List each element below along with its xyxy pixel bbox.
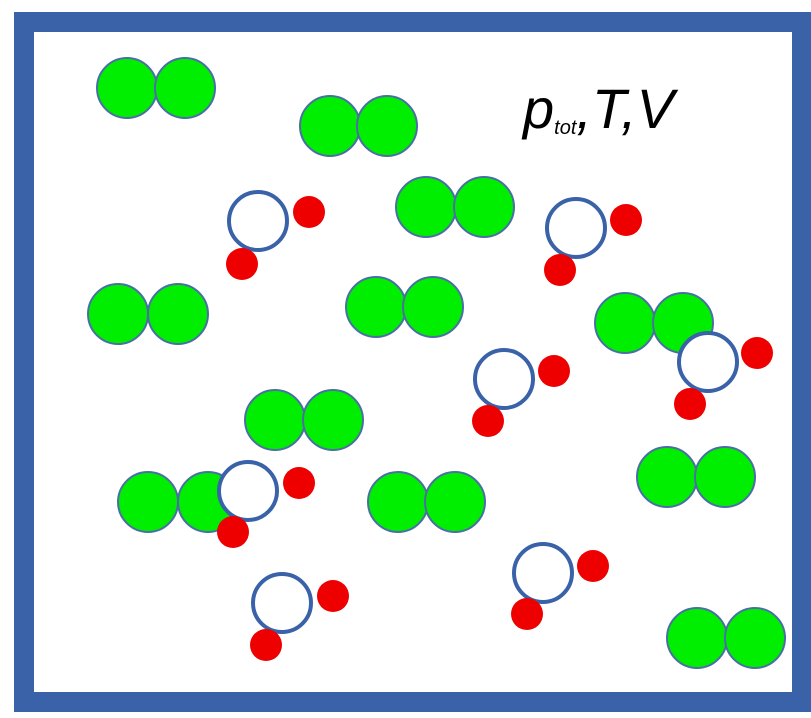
white-atom xyxy=(512,542,574,604)
molecules-layer xyxy=(87,57,786,669)
green-atom xyxy=(96,57,158,119)
red-atom xyxy=(741,337,773,369)
red-atom xyxy=(250,629,282,661)
red-atom xyxy=(674,388,706,420)
white-atom xyxy=(251,572,313,634)
diatomic-molecule xyxy=(367,471,486,533)
green-atom xyxy=(147,283,209,345)
diatomic-molecule xyxy=(87,283,209,345)
green-atom xyxy=(87,283,149,345)
polar-molecule xyxy=(217,460,315,548)
diatomic-molecule xyxy=(96,57,216,119)
diatomic-molecule xyxy=(117,471,239,533)
diatomic-molecule xyxy=(345,276,464,338)
white-atom xyxy=(677,331,739,393)
red-atom xyxy=(544,254,576,286)
polar-molecule xyxy=(472,348,570,437)
red-atom xyxy=(293,196,325,228)
red-atom xyxy=(577,550,609,582)
diatomic-molecule xyxy=(666,607,786,669)
green-atom xyxy=(302,389,364,451)
red-atom xyxy=(538,355,570,387)
green-atom xyxy=(694,446,756,508)
white-atom xyxy=(545,197,607,259)
polar-molecule xyxy=(511,542,609,630)
polar-molecule xyxy=(674,331,773,420)
green-atom xyxy=(666,607,728,669)
red-atom xyxy=(472,405,504,437)
diatomic-molecule xyxy=(395,176,515,238)
polar-molecule xyxy=(250,572,349,661)
red-atom xyxy=(317,580,349,612)
svg-text:ptot,T,V: ptot,T,V xyxy=(521,77,679,140)
green-atom xyxy=(402,276,464,338)
pressure-subscript: tot xyxy=(554,117,578,139)
green-atom xyxy=(299,95,361,157)
red-atom xyxy=(610,204,642,236)
polar-molecule xyxy=(226,190,325,280)
diatomic-molecule xyxy=(244,389,364,451)
pressure-symbol: p xyxy=(521,77,554,140)
diatomic-molecule xyxy=(299,95,418,157)
white-atom xyxy=(473,348,535,410)
polar-molecule xyxy=(544,197,642,286)
diatomic-molecule xyxy=(636,446,756,508)
green-atom xyxy=(356,95,418,157)
white-atom xyxy=(227,190,289,252)
red-atom xyxy=(217,516,249,548)
green-atom xyxy=(594,292,656,354)
green-atom xyxy=(367,471,429,533)
green-atom xyxy=(244,389,306,451)
green-atom xyxy=(395,176,457,238)
green-atom xyxy=(724,607,786,669)
state-variables-label: ptot,T,V xyxy=(521,77,679,140)
green-atom xyxy=(636,446,698,508)
green-atom xyxy=(154,57,216,119)
green-atom xyxy=(424,471,486,533)
red-atom xyxy=(283,467,315,499)
green-atom xyxy=(345,276,407,338)
temperature-volume-symbols: ,T,V xyxy=(576,77,678,140)
red-atom xyxy=(511,598,543,630)
green-atom xyxy=(453,176,515,238)
green-atom xyxy=(117,471,179,533)
white-atom xyxy=(217,460,279,522)
red-atom xyxy=(226,248,258,280)
